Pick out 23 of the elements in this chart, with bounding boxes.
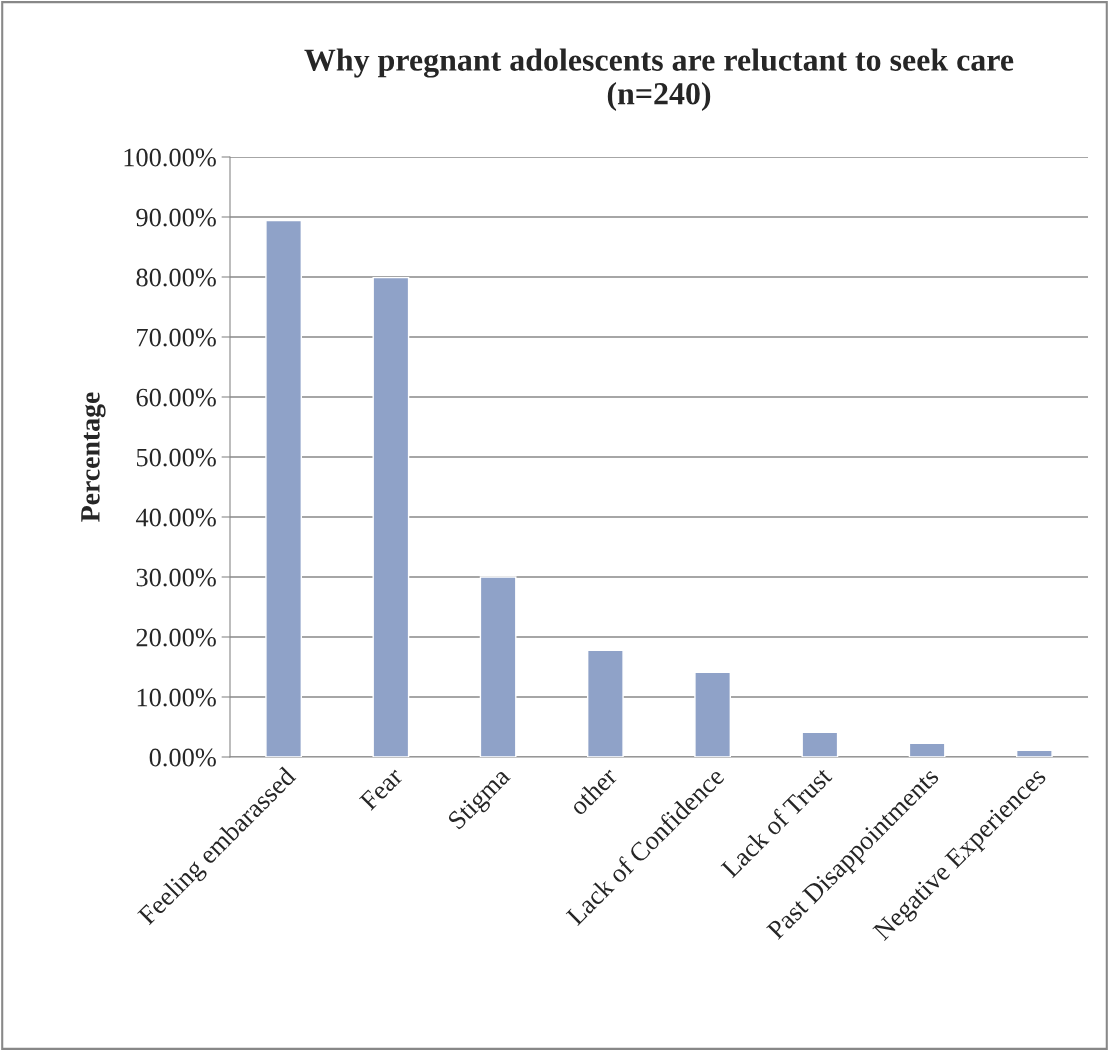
- y-tick-label: 80.00%: [136, 268, 216, 287]
- x-tick-label: other: [567, 765, 619, 817]
- bar: [372, 276, 410, 757]
- y-tick-label: 70.00%: [137, 328, 216, 347]
- y-tick-label: 0.00%: [149, 748, 216, 767]
- bar: [586, 649, 624, 757]
- bar: [908, 742, 946, 757]
- x-tick-label: Fear: [358, 766, 404, 812]
- y-tick-label: 50.00%: [136, 448, 216, 467]
- y-tick-label: 90.00%: [136, 208, 216, 227]
- y-axis-title: Percentage: [81, 392, 106, 522]
- bar: [265, 219, 303, 757]
- y-tick-label: 100.00%: [124, 148, 216, 167]
- bar: [479, 576, 517, 757]
- y-tick-label: 60.00%: [136, 388, 216, 407]
- bar: [694, 671, 732, 757]
- y-tick-label: 30.00%: [136, 568, 216, 587]
- y-tick-label: 10.00%: [137, 688, 216, 707]
- chart-title: Why pregnant adolescents are reluctant to seek care (n=240): [304, 48, 1014, 112]
- y-tick-label: 40.00%: [135, 508, 216, 527]
- bar: [801, 731, 839, 757]
- y-tick-label: 20.00%: [136, 628, 216, 647]
- bar: [1015, 749, 1053, 757]
